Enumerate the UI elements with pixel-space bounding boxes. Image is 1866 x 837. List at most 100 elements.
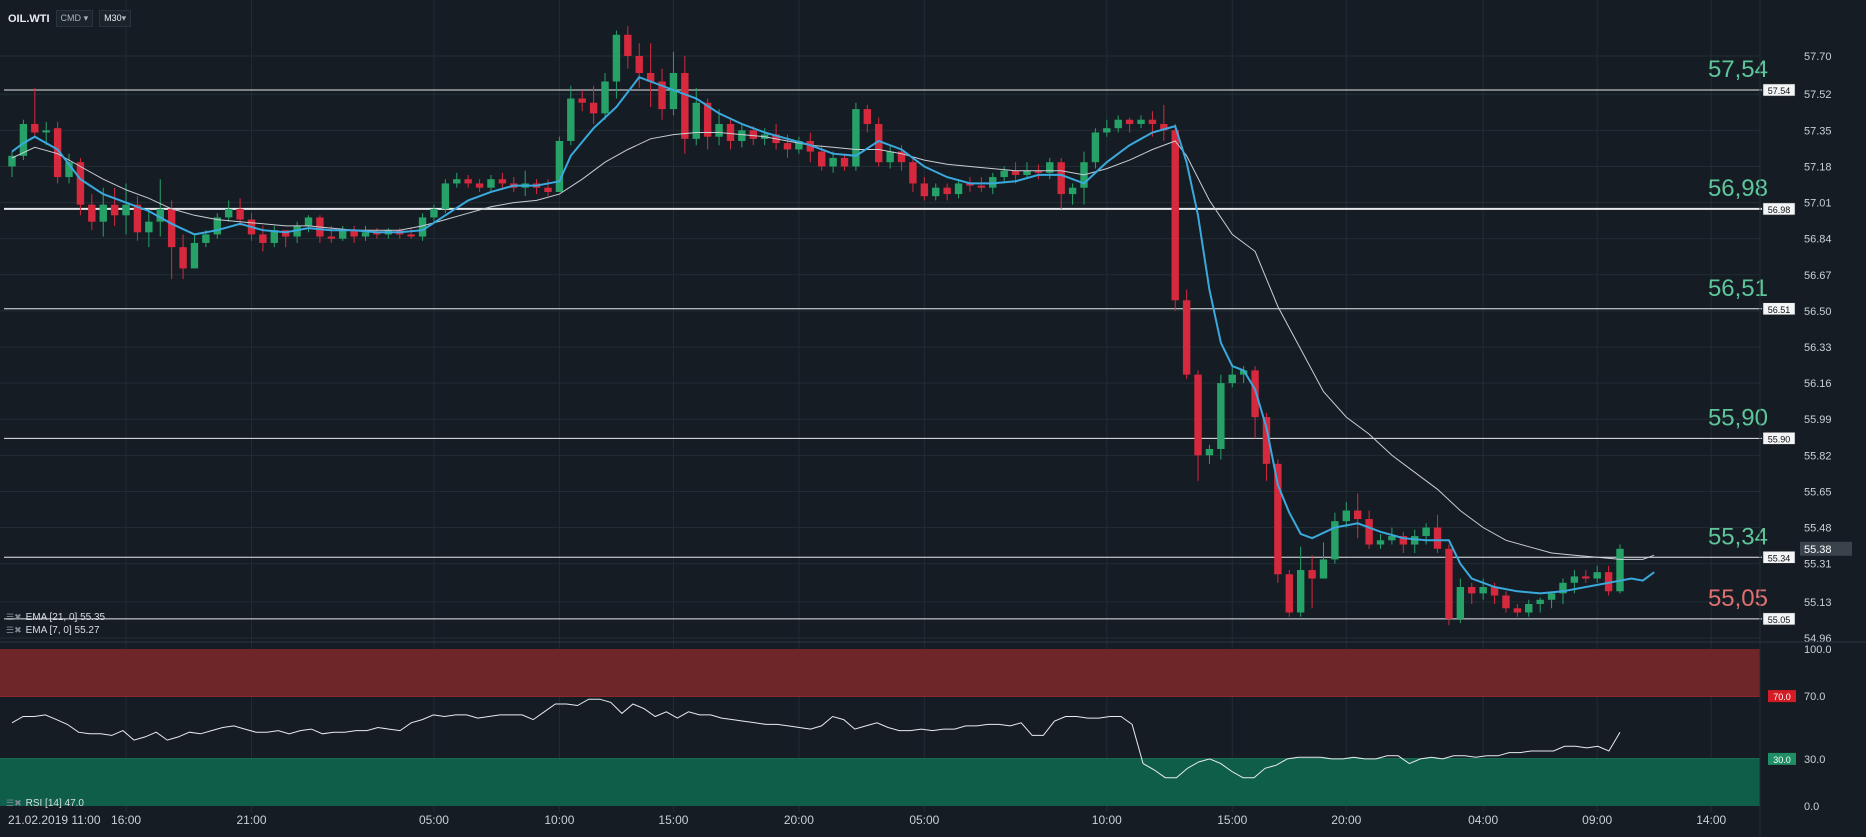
y-tick-label: 56.50	[1804, 306, 1832, 318]
indicator-settings-icon[interactable]: ☰✖	[6, 612, 22, 622]
candle	[1319, 542, 1328, 579]
candle	[1593, 565, 1601, 583]
y-tick-label: 55.99	[1804, 414, 1832, 426]
candle-body	[281, 230, 290, 237]
y-tick-label: 56.33	[1804, 342, 1832, 354]
timeframe-label: M30	[104, 13, 122, 23]
y-tick-label: 57.18	[1804, 161, 1832, 173]
candle	[1365, 510, 1373, 549]
candle-body	[1057, 162, 1065, 195]
candle-body	[110, 204, 119, 216]
candle-body	[1582, 576, 1590, 579]
candle-body	[1559, 582, 1567, 594]
current-price-badge-bg	[1800, 541, 1852, 556]
timeframe-selector[interactable]: M30▾	[99, 10, 132, 27]
rsi-level-badge: 30.0	[1768, 752, 1796, 765]
candle-body	[1445, 548, 1453, 619]
rsi-y-tick-label: 0.0	[1804, 801, 1819, 813]
candle-body	[544, 187, 552, 192]
indicator-settings-icon[interactable]: ☰✖	[6, 798, 22, 808]
candle-body	[726, 123, 735, 141]
x-tick-label: 20:00	[1331, 813, 1361, 827]
candle	[1536, 597, 1544, 613]
candle-body	[259, 234, 267, 243]
candle-body	[31, 123, 39, 133]
rsi-y-tick-label: 100.0	[1804, 644, 1832, 656]
indicator-settings-icon[interactable]: ☰✖	[6, 625, 22, 635]
legend-ema21[interactable]: ☰✖ EMA [21, 0] 55.35	[6, 612, 105, 623]
candle-body	[1217, 383, 1225, 449]
time-axis[interactable]: 21.02.2019 11:00 16:00 21:00 05:00 10:00 15:0…	[8, 813, 1727, 827]
candle-body	[327, 236, 336, 239]
rsi-zones	[0, 649, 1760, 806]
candle-body	[1011, 170, 1020, 175]
candle	[1194, 370, 1202, 481]
candle-body	[213, 217, 221, 235]
price-axis[interactable]: 57.70 57.52 57.35 57.18 57.01 56.84 56.67 56.50…	[1768, 51, 1852, 813]
candle-body	[1468, 587, 1476, 594]
candle	[852, 102, 860, 171]
candle-body	[909, 162, 917, 184]
candle-body	[53, 128, 62, 178]
candle-body	[1319, 559, 1328, 579]
candle	[42, 121, 50, 146]
level-label: 55,90	[1708, 404, 1768, 431]
candle	[350, 225, 358, 243]
x-tick-label: 09:00	[1582, 813, 1612, 827]
candle-body	[1433, 527, 1442, 549]
cmd-selector[interactable]: CMD ▾	[55, 10, 94, 27]
y-tick-label: 55.48	[1804, 523, 1832, 535]
candle-body	[361, 232, 370, 237]
level-tag-text: 55.34	[1768, 553, 1791, 563]
legend-ema7[interactable]: ☰✖ EMA [7, 0] 55.27	[6, 625, 100, 636]
candle	[133, 196, 142, 241]
candle	[339, 225, 347, 241]
candle	[966, 177, 974, 192]
candle-body	[567, 98, 575, 141]
candle-body	[1160, 123, 1168, 131]
candle-body	[430, 208, 438, 218]
candle-body	[1604, 572, 1613, 592]
candle-body	[1182, 300, 1191, 375]
candle	[1331, 512, 1339, 564]
candle	[681, 56, 689, 154]
level-tag-text: 55.05	[1768, 615, 1791, 625]
symbol-label[interactable]: OIL.WTI	[8, 12, 50, 25]
candle-body	[65, 162, 73, 178]
candle-body	[122, 204, 130, 216]
candle-body	[749, 130, 757, 139]
level-tag-text: 56.98	[1768, 205, 1791, 215]
legend-rsi[interactable]: ☰✖ RSI [14] 47.0	[6, 798, 84, 809]
candle	[1114, 115, 1122, 133]
candle	[521, 170, 529, 197]
rsi-line	[11, 698, 1621, 779]
candle-body	[1490, 587, 1499, 596]
candle-body	[1262, 417, 1271, 464]
candle	[1456, 578, 1465, 624]
candle	[1422, 523, 1430, 545]
candle-body	[738, 130, 746, 141]
candle-body	[1125, 119, 1134, 124]
candle	[1285, 570, 1293, 617]
candle-body	[1000, 170, 1008, 178]
candle-body	[1068, 187, 1077, 195]
candle-body	[943, 187, 951, 195]
candle	[738, 123, 746, 148]
candle	[932, 183, 940, 201]
candle-body	[236, 208, 244, 220]
x-tick-label: 05:00	[419, 813, 449, 827]
candle	[1011, 162, 1020, 184]
candle	[886, 145, 894, 169]
candle	[304, 215, 313, 233]
x-tick-label: 10:00	[1092, 813, 1122, 827]
y-tick-label: 56.67	[1804, 270, 1832, 282]
candle	[441, 179, 450, 214]
